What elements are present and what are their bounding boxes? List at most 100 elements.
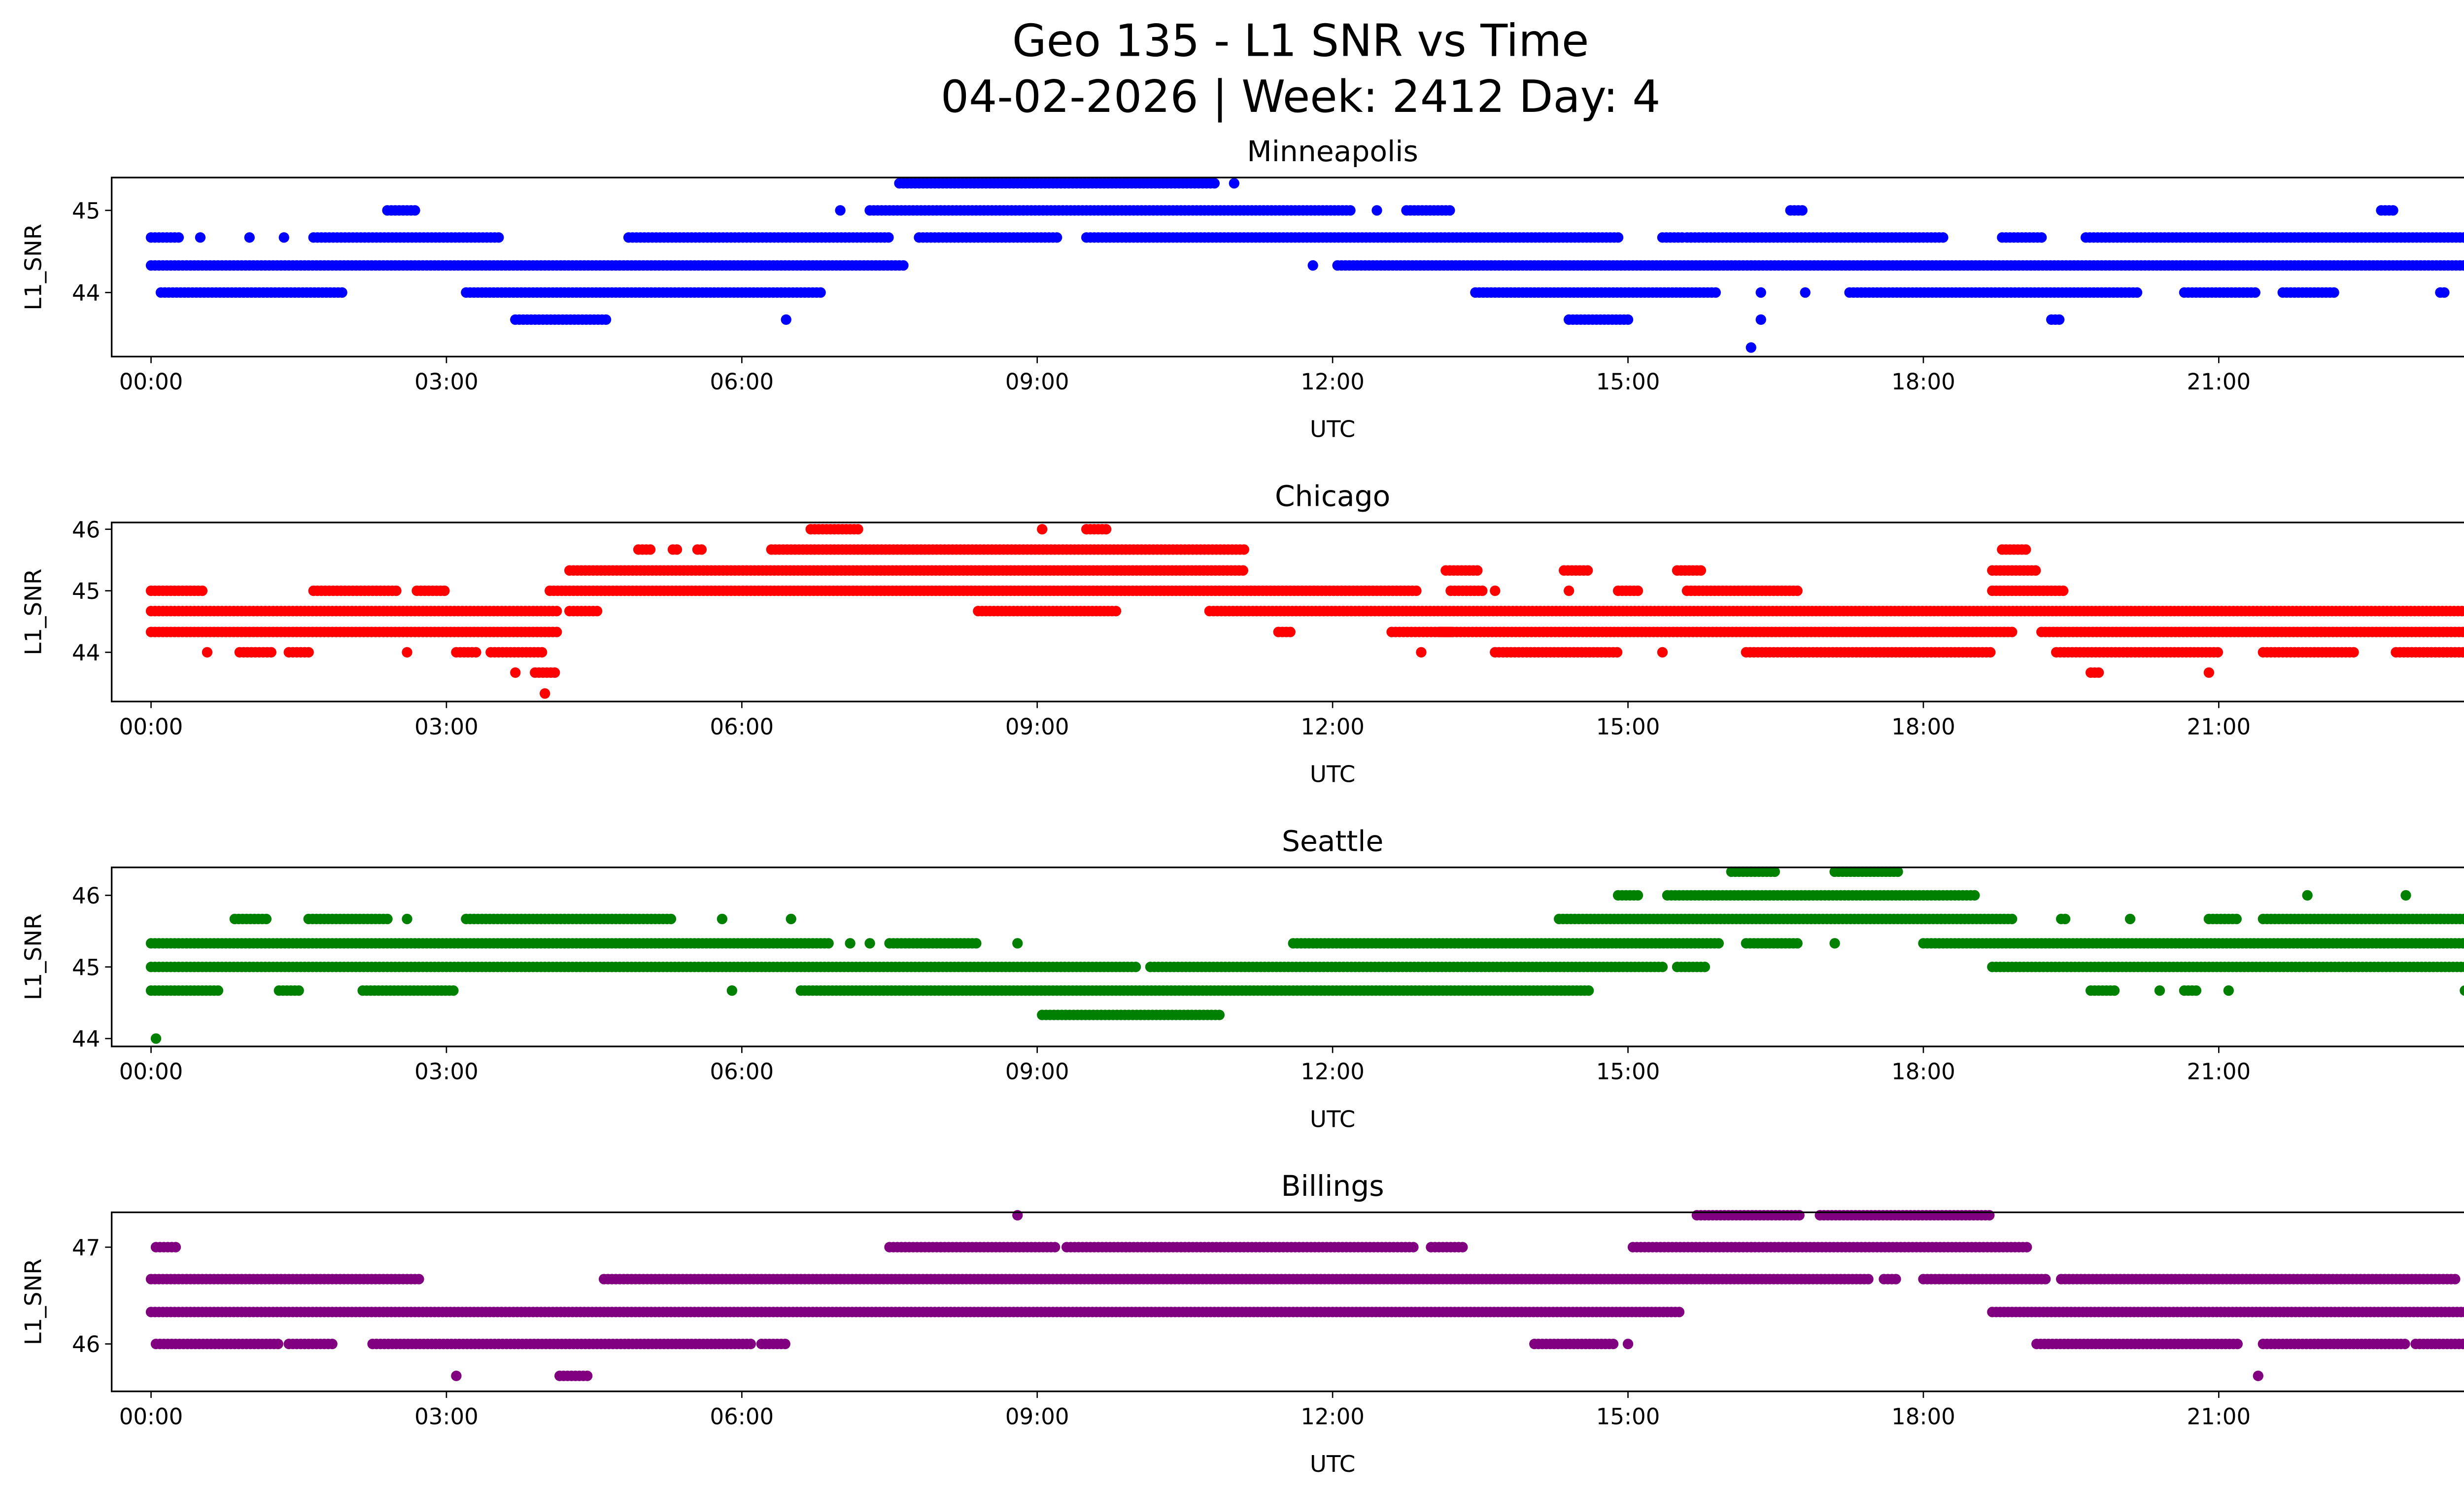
data-point [1892, 866, 1903, 877]
data-point [815, 287, 826, 298]
data-point [1632, 585, 1643, 596]
data-point [549, 667, 560, 678]
data-point [537, 647, 548, 658]
data-point [1695, 565, 1707, 576]
data-point [402, 913, 412, 925]
data-point [448, 985, 459, 996]
data-point [1490, 585, 1501, 596]
data-point [1969, 890, 1980, 901]
figure-title-line2: 04-02-2026 | Week: 2412 Day: 4 [941, 71, 1661, 123]
data-point [2124, 913, 2136, 925]
data-point [173, 232, 184, 243]
data-point [244, 232, 255, 243]
data-point [278, 232, 289, 243]
plot-frame [110, 176, 2464, 358]
data-point [2054, 314, 2065, 325]
data-point [391, 585, 402, 596]
subplot-title: Seattle [1282, 824, 1383, 858]
data-point [1472, 565, 1483, 576]
data-points [145, 866, 2464, 1044]
data-point [2030, 565, 2041, 576]
data-point [898, 260, 909, 271]
data-point [195, 232, 206, 243]
data-point [591, 606, 603, 617]
data-point [2328, 287, 2339, 298]
data-point [2060, 913, 2071, 925]
data-point [2463, 234, 2464, 242]
data-point [1755, 314, 1766, 325]
data-point [781, 314, 791, 325]
data-point [551, 626, 562, 637]
x-tick-label: 06:00 [710, 714, 774, 740]
data-point [2020, 544, 2031, 555]
data-point [665, 913, 677, 925]
data-point [197, 585, 208, 596]
x-tick-label: 06:00 [710, 369, 774, 395]
data-point [1237, 565, 1248, 576]
data-point [2058, 585, 2069, 596]
data-points [145, 524, 2464, 699]
data-point [439, 585, 450, 596]
data-point [1755, 287, 1766, 298]
data-point [2459, 232, 2464, 243]
data-point [1052, 232, 1062, 243]
data-point [1800, 287, 1811, 298]
data-point [1411, 585, 1422, 596]
x-tick-label: 21:00 [2187, 714, 2251, 740]
data-point [410, 205, 420, 216]
x-tick-label: 15:00 [1596, 369, 1660, 395]
data-point [2093, 667, 2104, 678]
data-point [2463, 262, 2464, 269]
subplot-title: Chicago [1275, 480, 1390, 513]
data-point [726, 985, 738, 996]
x-tick-label: 12:00 [1300, 714, 1365, 740]
y-tick-label: 45 [72, 198, 100, 224]
data-point [2036, 232, 2047, 243]
y-axis-label: L1_SNR [20, 224, 47, 311]
data-point [1238, 544, 1249, 555]
data-point [1209, 178, 1220, 189]
data-point [1130, 962, 1141, 973]
data-point [1611, 647, 1623, 658]
data-point [551, 606, 562, 617]
y-tick-label: 44 [72, 280, 100, 306]
data-point [1307, 260, 1318, 271]
x-tick-label: 21:00 [2187, 369, 2251, 395]
data-point [2461, 606, 2464, 616]
data-point [1829, 938, 1840, 949]
x-tick-label: 18:00 [1891, 369, 1955, 395]
x-tick-label: 03:00 [414, 714, 479, 740]
figure-title-line1: Geo 135 - L1 SNR vs Time [1012, 15, 1589, 67]
data-point [1699, 962, 1711, 973]
data-point [1229, 178, 1239, 189]
x-tick-label: 09:00 [1005, 714, 1069, 740]
data-point [1285, 626, 1296, 637]
data-point [261, 913, 272, 925]
data-point [2462, 627, 2464, 637]
data-point [303, 647, 314, 658]
data-point [600, 314, 612, 325]
data-point [1657, 962, 1668, 973]
data-point [1797, 205, 1808, 216]
data-point [786, 913, 796, 925]
data-point [835, 205, 846, 216]
data-point [493, 232, 504, 243]
data-point [1416, 647, 1427, 658]
data-point [2250, 287, 2260, 298]
data-point [2212, 647, 2224, 658]
data-point [1792, 938, 1803, 949]
data-point [1345, 205, 1356, 216]
data-point [1444, 205, 1455, 216]
data-point [212, 985, 224, 996]
x-axis-label: UTC [1310, 761, 1355, 788]
data-point [2459, 260, 2464, 271]
data-point [1582, 565, 1593, 576]
data-point [717, 913, 728, 925]
data-point [645, 544, 656, 555]
data-point [2203, 667, 2215, 678]
data-point [1792, 585, 1803, 596]
